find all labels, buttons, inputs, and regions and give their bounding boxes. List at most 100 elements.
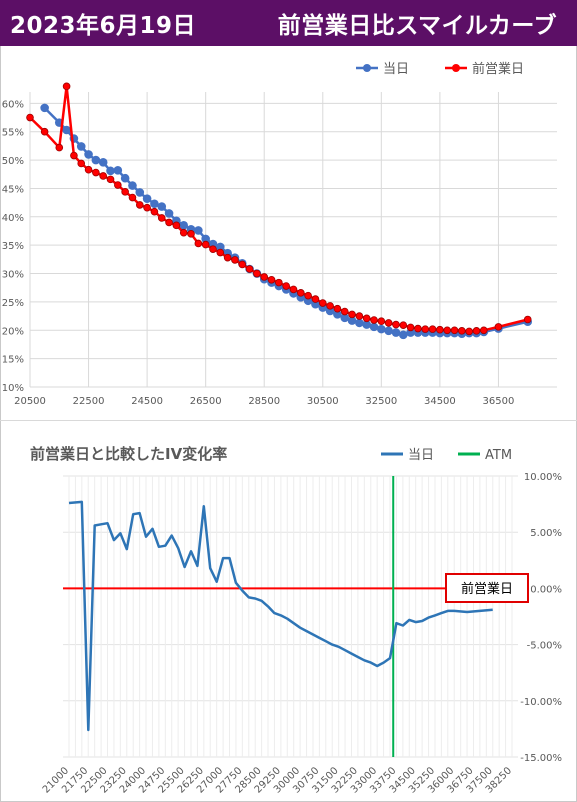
chart1-xtick-label: 22500 bbox=[73, 396, 105, 407]
prev-line bbox=[29, 86, 529, 333]
chart1-ytick-label: 20% bbox=[2, 326, 24, 337]
prev-point bbox=[92, 168, 100, 177]
today-point bbox=[179, 221, 189, 230]
prev-point bbox=[414, 324, 422, 333]
prev-point bbox=[318, 299, 327, 307]
smile-curve-chart: 10% 15% 20% 25% 30% 35% 40% 45% 50% 55% 60% 20500 22… bbox=[2, 61, 557, 407]
today-point bbox=[340, 313, 350, 323]
chart1-ytick-label: 35% bbox=[2, 241, 24, 252]
title-banner: 2023年6月19日 前営業日比スマイルカーブ bbox=[0, 0, 577, 46]
page-title: 前営業日比スマイルカーブ bbox=[277, 13, 557, 39]
prev-point bbox=[84, 165, 93, 174]
prev-point bbox=[135, 201, 144, 209]
chart1-ytick-label: 40% bbox=[2, 213, 24, 224]
prev-point bbox=[253, 269, 261, 278]
prev-point bbox=[245, 265, 254, 273]
prev-point bbox=[26, 113, 34, 122]
chart1-ytick-label: 15% bbox=[2, 355, 24, 366]
prev-point bbox=[165, 218, 173, 227]
chart1-xtick-label: 24500 bbox=[131, 396, 163, 407]
prev-point bbox=[311, 295, 320, 303]
prev-point bbox=[106, 175, 115, 184]
chart1-xtick-label: 32500 bbox=[365, 396, 397, 407]
legend-today-label: 当日 bbox=[383, 62, 409, 77]
today-point bbox=[216, 242, 225, 252]
prev-point bbox=[172, 221, 181, 230]
chart2-ytick-label: -5.00% bbox=[527, 641, 562, 652]
chart1-gridlines bbox=[29, 92, 557, 388]
prev-point bbox=[458, 327, 466, 335]
chart1-axis-labels: 10% 15% 20% 25% 30% 35% 40% 45% 50% 55% 60% 20500 22… bbox=[2, 99, 515, 407]
prev-point bbox=[128, 193, 137, 202]
prev-day-annotation-box bbox=[445, 573, 529, 603]
chart1-ytick-label: 25% bbox=[2, 298, 24, 309]
chart1-xtick-label: 26500 bbox=[190, 396, 222, 407]
today-point bbox=[76, 142, 86, 151]
prev-point bbox=[55, 143, 64, 152]
chart2-title: 前営業日と比較したIV変化率 bbox=[30, 445, 227, 463]
prev-point bbox=[523, 315, 532, 324]
legend-today-label: 当日 bbox=[408, 448, 434, 463]
chart1-xtick-label: 34500 bbox=[424, 396, 456, 407]
today-point bbox=[377, 324, 386, 334]
prev-point bbox=[326, 302, 334, 310]
today-point bbox=[194, 226, 203, 235]
prev-point bbox=[377, 317, 386, 325]
today-point bbox=[150, 199, 159, 209]
prev-point bbox=[392, 320, 400, 329]
prev-point bbox=[450, 326, 459, 335]
today-point bbox=[369, 322, 379, 332]
today-point bbox=[135, 188, 145, 197]
chart1-ytick-label: 10% bbox=[2, 383, 24, 394]
chart2-ytick-label: -15.00% bbox=[520, 753, 562, 764]
today-line bbox=[43, 107, 528, 337]
chart1-legend: 当日 前営業日 bbox=[356, 61, 524, 77]
chart2-legend: 当日 ATM bbox=[381, 448, 512, 463]
today-point bbox=[106, 166, 115, 176]
prev-point bbox=[223, 253, 232, 262]
prev-point bbox=[231, 256, 239, 264]
chart1-xtick-label: 20500 bbox=[14, 396, 46, 407]
prev-point bbox=[333, 304, 342, 313]
chart1-xtick-label: 30500 bbox=[307, 396, 339, 407]
prev-point bbox=[384, 319, 393, 327]
today-point bbox=[91, 155, 101, 165]
prev-point bbox=[436, 325, 444, 334]
chart2-ytick-label: 10.00% bbox=[524, 472, 562, 483]
prev-point bbox=[201, 240, 210, 249]
today-point bbox=[120, 173, 130, 183]
chart1-ytick-label: 30% bbox=[2, 270, 24, 281]
legend-prev-label: 前営業日 bbox=[472, 61, 524, 77]
prev-point bbox=[121, 188, 129, 196]
prev-point bbox=[340, 307, 349, 316]
prev-point bbox=[150, 207, 159, 216]
prev-point bbox=[209, 245, 217, 253]
prev-point bbox=[157, 214, 166, 222]
today-point bbox=[142, 194, 152, 203]
legend-atm-label: ATM bbox=[485, 448, 512, 463]
report-date: 2023年6月19日 bbox=[10, 13, 197, 39]
prev-point bbox=[70, 151, 78, 160]
chart2-ytick-label: 5.00% bbox=[530, 528, 562, 539]
today-point bbox=[201, 234, 210, 244]
chart2-ytick-label: 0.00% bbox=[530, 584, 562, 595]
prev-day-annotation: 前営業日 bbox=[445, 573, 529, 603]
prev-point bbox=[480, 326, 488, 335]
iv-change-chart: 前営業日と比較したIV変化率 10.00% 5.00% 0.00% -5.00% -10… bbox=[30, 445, 562, 796]
prev-point bbox=[465, 327, 473, 336]
prev-point bbox=[282, 282, 290, 290]
legend-prev-marker bbox=[452, 64, 460, 72]
today-point bbox=[333, 310, 342, 319]
prev-point bbox=[187, 230, 195, 238]
prev-point bbox=[238, 260, 247, 269]
today-point bbox=[347, 316, 357, 325]
series-prev bbox=[26, 82, 532, 336]
chart2-series bbox=[63, 476, 526, 757]
chart1-ytick-label: 55% bbox=[2, 128, 24, 139]
today-point bbox=[355, 318, 364, 328]
prev-point bbox=[179, 228, 188, 237]
today-point bbox=[391, 328, 401, 337]
series-today bbox=[40, 103, 533, 340]
chart2-axis-labels: 10.00%5.00%0.00%-5.00%-10.00%-15.00%2100… bbox=[41, 472, 562, 796]
prev-point bbox=[370, 316, 378, 324]
